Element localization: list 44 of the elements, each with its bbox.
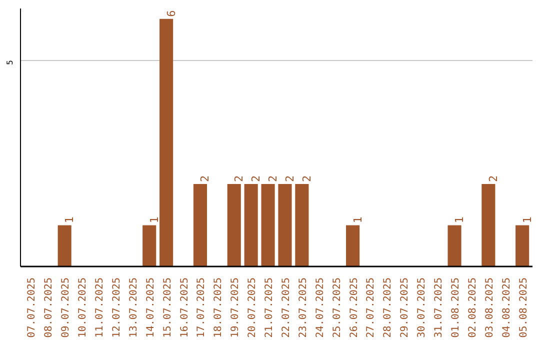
x-tick-label: 07.07.2025 (26, 277, 38, 338)
x-tick-label: 16.07.2025 (179, 277, 190, 338)
x-tick-label: 11.07.2025 (94, 277, 106, 338)
data-label: 1 (520, 216, 534, 224)
x-tick-label: 14.07.2025 (145, 277, 156, 338)
data-label: 2 (486, 175, 500, 182)
x-tick-label: 21.07.2025 (264, 277, 276, 338)
x-tick-label: 28.07.2025 (382, 277, 394, 338)
data-label: 1 (148, 216, 161, 224)
x-tick-label: 03.08.2025 (484, 277, 496, 338)
x-tick-label: 04.08.2025 (501, 277, 512, 338)
data-label: 2 (300, 175, 314, 182)
data-label: 1 (63, 216, 76, 224)
data-label: 2 (266, 175, 280, 182)
data-label: 1 (453, 216, 466, 224)
x-tick-label: 10.07.2025 (78, 277, 89, 338)
x-tick-label: 20.07.2025 (247, 277, 258, 338)
x-tick-label: 05.08.2025 (518, 277, 530, 338)
x-tick-label: 26.07.2025 (348, 277, 360, 338)
x-tick-label: 02.08.2025 (467, 277, 478, 338)
x-tick-label: 23.07.2025 (298, 277, 309, 338)
x-tick-label: 27.07.2025 (366, 277, 377, 338)
data-label: 2 (283, 175, 296, 182)
data-label: 2 (198, 175, 212, 182)
data-label: 2 (232, 175, 246, 182)
x-tick-label: 22.07.2025 (280, 277, 292, 338)
x-tick-label: 09.07.2025 (60, 277, 72, 338)
x-tick-label: 29.07.2025 (400, 277, 411, 338)
y-tick-label: 5 (6, 60, 14, 65)
x-tick-label: 25.07.2025 (332, 277, 343, 338)
data-label: 2 (250, 175, 263, 182)
x-tick-label: 30.07.2025 (416, 277, 428, 338)
x-tick-label: 15.07.2025 (162, 277, 174, 338)
data-label: 1 (351, 216, 364, 224)
x-tick-label: 01.08.2025 (450, 277, 462, 338)
data-label: 6 (164, 10, 178, 17)
x-tick-label: 18.07.2025 (213, 277, 224, 338)
x-tick-label: 08.07.2025 (44, 277, 55, 338)
x-tick-label: 24.07.2025 (314, 277, 326, 338)
x-tick-label: 19.07.2025 (230, 277, 242, 338)
x-tick-label: 13.07.2025 (128, 277, 140, 338)
x-tick-label: 17.07.2025 (196, 277, 208, 338)
x-tick-label: 12.07.2025 (111, 277, 122, 338)
x-tick-label: 31.07.2025 (434, 277, 445, 338)
